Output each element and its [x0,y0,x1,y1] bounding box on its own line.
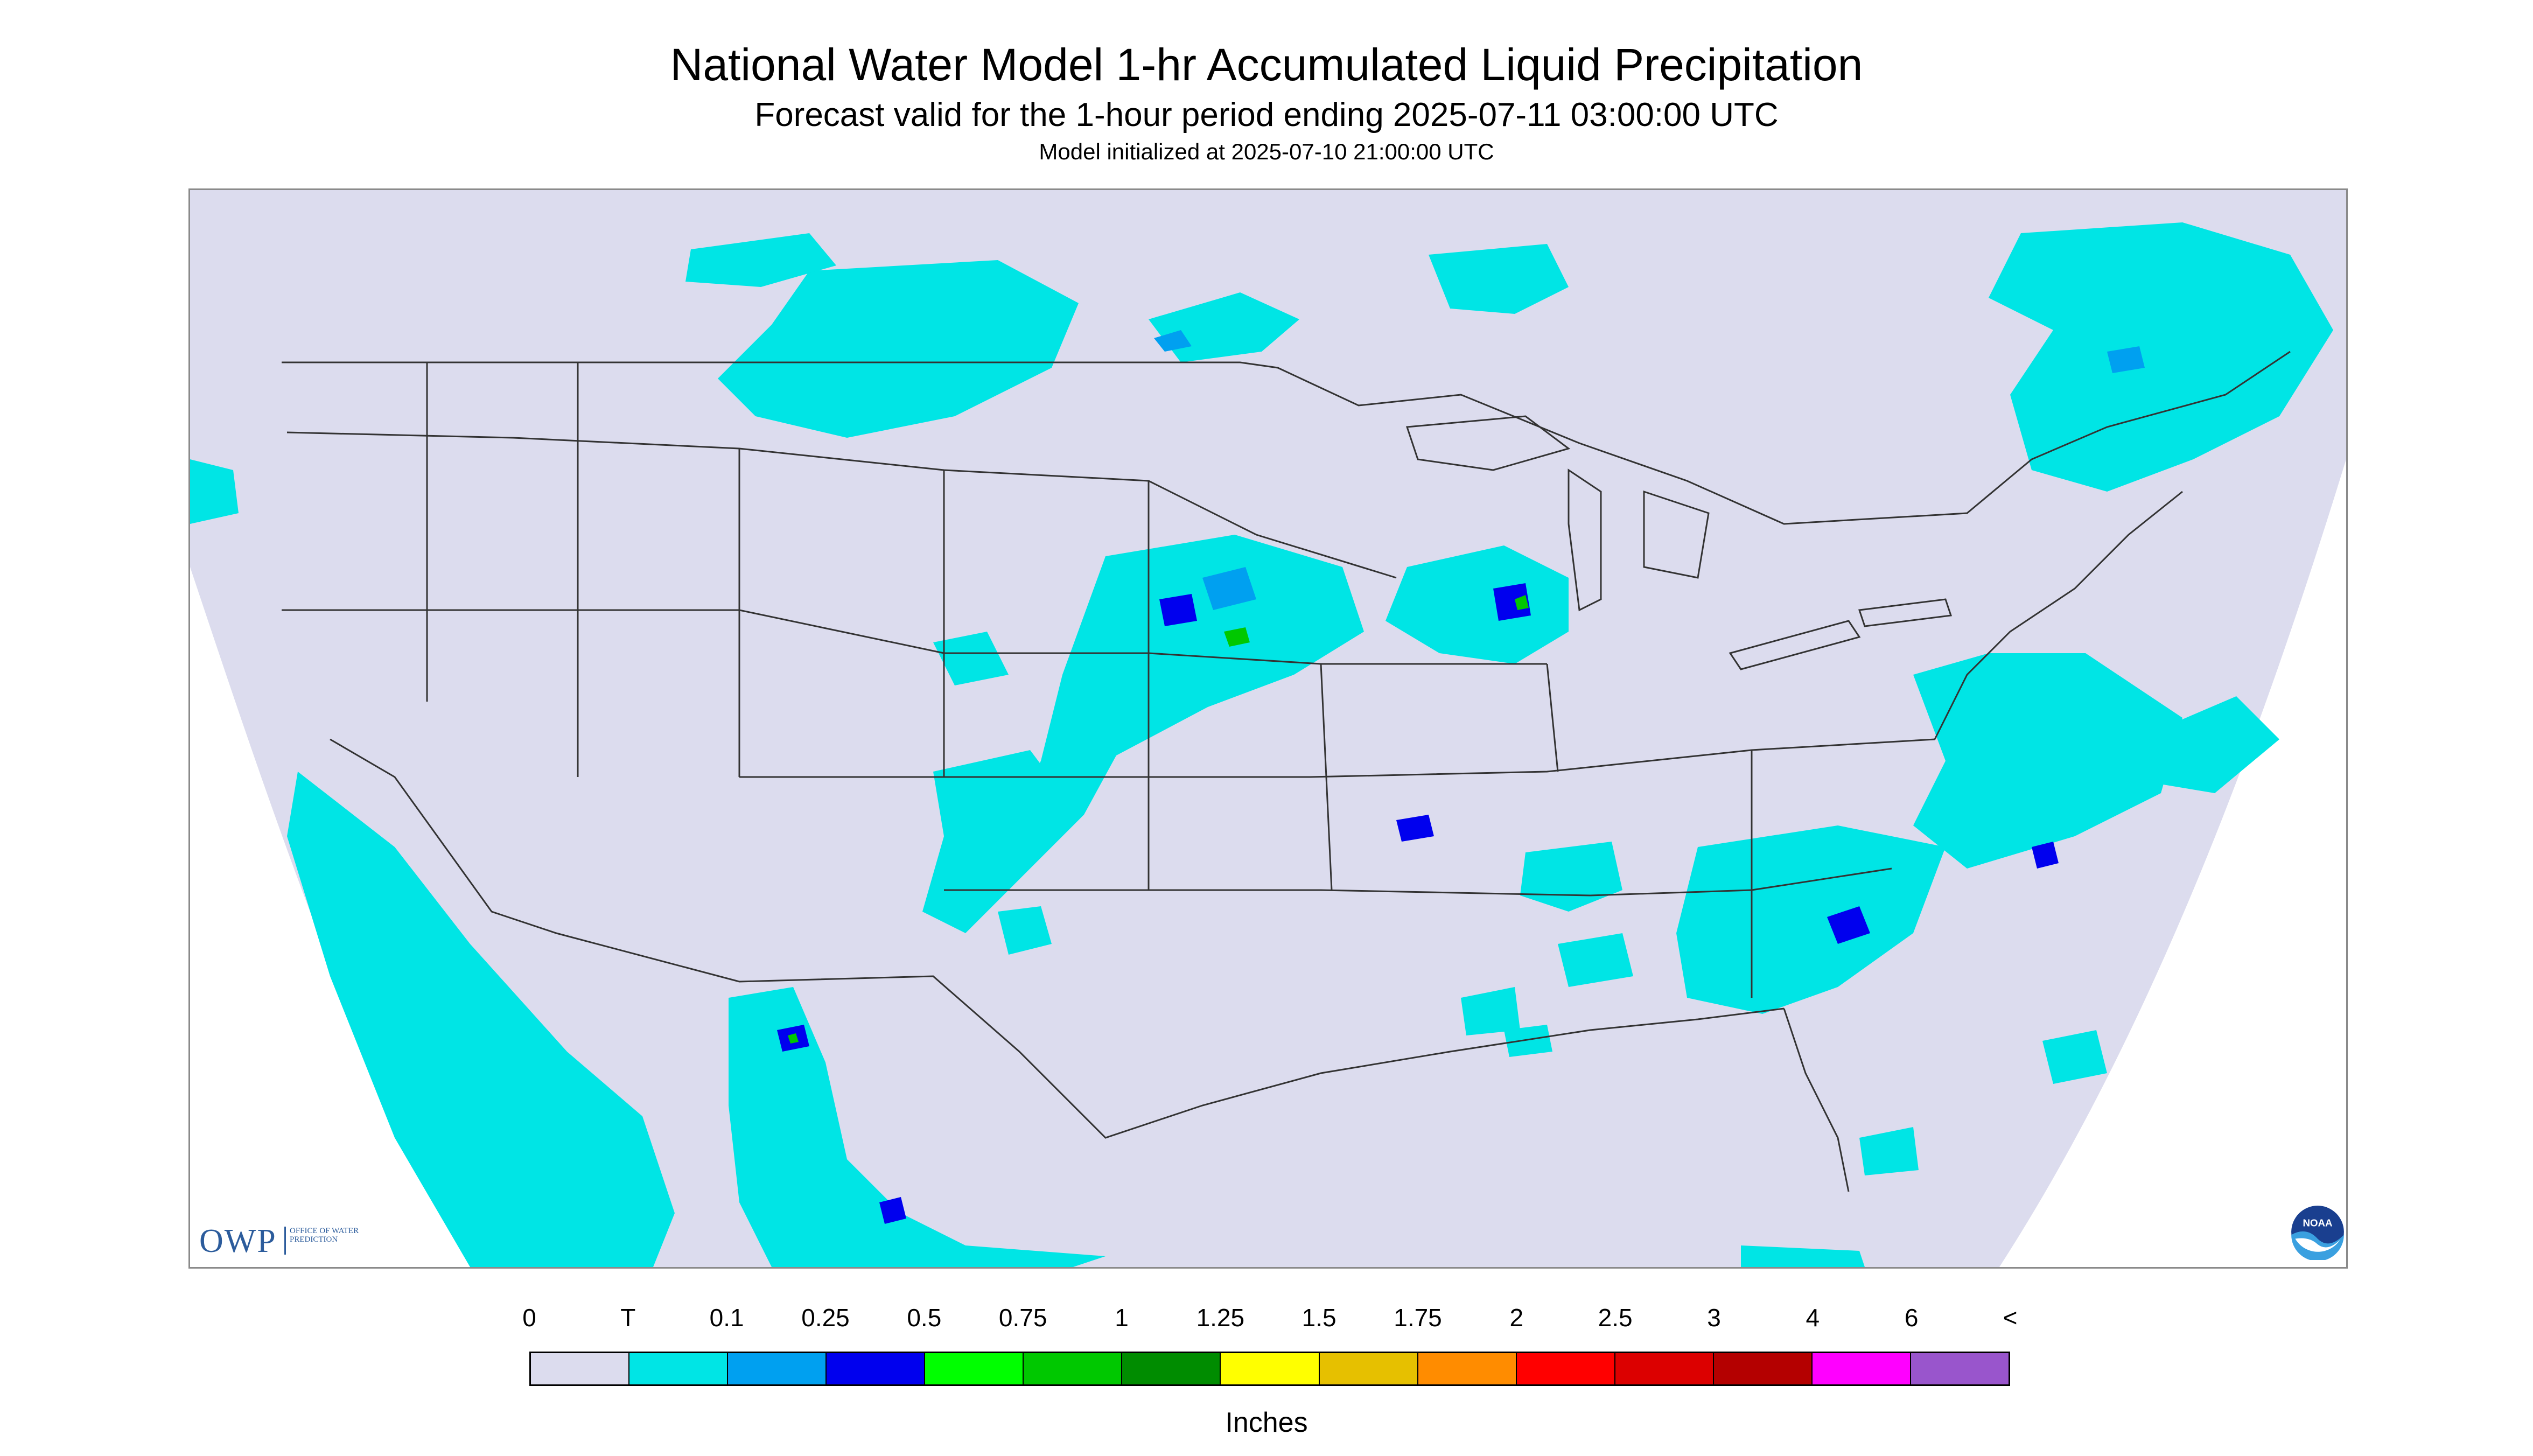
owp-logo-text: OFFICE OF WATER PREDICTION [290,1227,359,1244]
legend-unit: Inches [1225,1407,1308,1438]
precip-saskatchewan [1149,292,1299,362]
legend-label: T [620,1304,636,1332]
model-init-line: Model initialized at 2025-07-10 21:00:00… [1039,139,1494,164]
legend-label: 1 [1115,1304,1129,1332]
legend-labels: 0 T 0.1 0.25 0.5 0.75 1 1.25 1.5 1.75 2 2.5 3 4 6 < [0,1303,2533,1341]
legend-swatch [925,1353,1024,1384]
legend-label: 2.5 [1598,1304,1633,1332]
legend-swatch [728,1353,827,1384]
state-boundaries [282,351,2291,1192]
precip-northern-plains [718,260,1079,438]
precip-pacific-offshore [287,772,675,1267]
legend-colorbar [529,1352,2010,1386]
trace-precip-layer [190,222,2333,1267]
owp-logo: OWP OFFICE OF WATER PREDICTION [199,1222,372,1260]
legend-swatch [1911,1353,2009,1384]
legend-swatch [1418,1353,1517,1384]
precip-canada-east [1429,244,1569,314]
legend-label: 6 [1904,1304,1919,1332]
legend-swatch [1615,1353,1714,1384]
legend-label: 0 [522,1304,536,1332]
precip-northern-mexico [729,987,1105,1267]
map-canvas [190,222,2346,1267]
precip-central-plains [998,535,1364,869]
legend-label: 1.25 [1196,1304,1245,1332]
heavier-precip-layer [777,330,2145,1224]
noaa-logo: NOAA [2291,1206,2344,1260]
map-subtitle: Forecast valid for the 1-hour period end… [754,96,1779,134]
owp-logo-mark: OWP [199,1223,277,1259]
legend-label: 2 [1509,1304,1524,1332]
legend-label: 0.25 [801,1304,850,1332]
noaa-logo-text: NOAA [2303,1217,2333,1229]
legend-label: 0.1 [709,1304,744,1332]
legend-label: 1.75 [1394,1304,1442,1332]
legend-swatch [1812,1353,1911,1384]
legend-swatch [1516,1353,1615,1384]
precipitation-map [188,188,2348,1269]
precip-mid-atlantic [1913,653,2182,869]
precip-colorado-band [922,750,1062,933]
no-data-right-wedge [1999,459,2346,1267]
legend-label: 0.75 [998,1304,1047,1332]
legend-swatch [1024,1353,1123,1384]
great-lakes [1405,415,1953,670]
no-data-left-wedge [190,567,470,1267]
legend-swatch [827,1353,926,1384]
owp-logo-divider [284,1227,286,1255]
precip-carolinas-georgia [1676,825,1946,1014]
legend-swatch [1713,1353,1813,1384]
legend-label: < [2003,1304,2018,1332]
legend-swatch [629,1353,729,1384]
precip-iowa-illinois [1386,545,1569,664]
us-canada-border [282,351,2291,525]
legend-label: 3 [1707,1304,1721,1332]
legend-label: 4 [1806,1304,1820,1332]
legend-swatch [1221,1353,1320,1384]
map-title: National Water Model 1-hr Accumulated Li… [670,39,1863,90]
legend-swatch [1319,1353,1418,1384]
precip-western-atlantic [2150,696,2279,793]
legend-label: 0.5 [907,1304,942,1332]
legend-label: 1.5 [1302,1304,1337,1332]
legend-swatch [1122,1353,1221,1384]
legend-swatch [531,1353,630,1384]
precip-northeast [1989,222,2333,492]
